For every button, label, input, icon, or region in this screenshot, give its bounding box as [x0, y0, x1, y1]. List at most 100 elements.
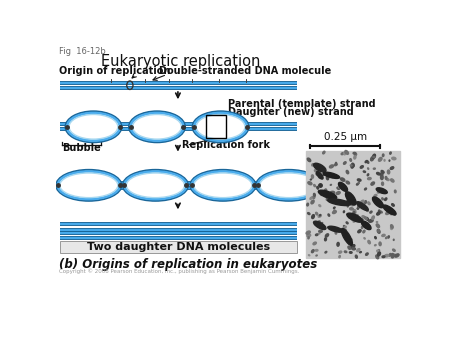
Ellipse shape: [315, 249, 318, 251]
Ellipse shape: [313, 196, 315, 199]
Ellipse shape: [356, 183, 359, 185]
Ellipse shape: [363, 171, 365, 172]
Ellipse shape: [371, 156, 374, 161]
Ellipse shape: [392, 157, 396, 160]
Ellipse shape: [347, 213, 362, 222]
Ellipse shape: [325, 234, 328, 237]
Ellipse shape: [341, 178, 345, 181]
Ellipse shape: [390, 167, 394, 169]
Ellipse shape: [314, 185, 315, 187]
Ellipse shape: [333, 211, 336, 214]
Ellipse shape: [364, 201, 366, 203]
Text: Copyright © 2008 Pearson Education, Inc., publishing as Pearson Benjamin Cumming: Copyright © 2008 Pearson Education, Inc.…: [59, 268, 300, 274]
Ellipse shape: [324, 238, 327, 241]
Ellipse shape: [349, 239, 352, 242]
Ellipse shape: [312, 215, 315, 219]
Ellipse shape: [356, 202, 368, 211]
Ellipse shape: [352, 163, 354, 167]
Ellipse shape: [374, 168, 375, 169]
Ellipse shape: [364, 188, 366, 190]
Ellipse shape: [323, 174, 324, 175]
Ellipse shape: [389, 254, 391, 256]
Ellipse shape: [316, 173, 317, 175]
Ellipse shape: [366, 253, 368, 255]
Ellipse shape: [395, 190, 396, 193]
Ellipse shape: [320, 215, 321, 216]
Ellipse shape: [308, 213, 310, 215]
Ellipse shape: [308, 182, 312, 185]
Ellipse shape: [379, 242, 381, 246]
Ellipse shape: [333, 207, 335, 209]
Ellipse shape: [319, 221, 320, 222]
Text: Origin of replication: Origin of replication: [59, 66, 171, 76]
Ellipse shape: [382, 234, 385, 237]
Ellipse shape: [346, 170, 349, 174]
Ellipse shape: [324, 189, 327, 193]
Ellipse shape: [307, 158, 310, 162]
Ellipse shape: [194, 113, 247, 141]
Ellipse shape: [323, 151, 325, 154]
Ellipse shape: [342, 228, 352, 245]
Ellipse shape: [341, 152, 344, 155]
Ellipse shape: [190, 170, 256, 201]
Ellipse shape: [362, 219, 363, 220]
Ellipse shape: [349, 252, 352, 253]
Ellipse shape: [351, 245, 355, 248]
Ellipse shape: [370, 211, 372, 213]
Ellipse shape: [338, 183, 347, 191]
Ellipse shape: [368, 202, 370, 204]
Ellipse shape: [351, 164, 354, 168]
Ellipse shape: [391, 225, 393, 228]
Ellipse shape: [337, 242, 339, 246]
Text: Bubble: Bubble: [63, 143, 101, 153]
Ellipse shape: [385, 176, 387, 179]
Ellipse shape: [348, 246, 351, 249]
Text: Two daughter DNA molecules: Two daughter DNA molecules: [87, 242, 270, 252]
Ellipse shape: [318, 190, 337, 199]
Ellipse shape: [376, 224, 379, 227]
Ellipse shape: [364, 238, 365, 239]
Ellipse shape: [337, 187, 339, 189]
Ellipse shape: [318, 172, 320, 175]
Bar: [206, 115, 226, 138]
Ellipse shape: [385, 198, 387, 200]
Ellipse shape: [380, 173, 381, 175]
Ellipse shape: [375, 237, 376, 239]
Ellipse shape: [350, 159, 351, 161]
Ellipse shape: [372, 216, 374, 219]
Ellipse shape: [311, 250, 314, 253]
Text: Parental (template) strand: Parental (template) strand: [228, 99, 376, 109]
Ellipse shape: [373, 197, 383, 208]
Ellipse shape: [354, 156, 356, 159]
Ellipse shape: [393, 239, 394, 240]
Ellipse shape: [353, 210, 356, 214]
Ellipse shape: [387, 170, 390, 174]
Text: Double-stranded DNA molecule: Double-stranded DNA molecule: [159, 66, 332, 76]
Ellipse shape: [334, 164, 337, 166]
Ellipse shape: [358, 206, 359, 207]
Ellipse shape: [351, 204, 354, 206]
Bar: [306, 151, 400, 259]
Ellipse shape: [311, 175, 314, 178]
Ellipse shape: [315, 234, 318, 236]
Ellipse shape: [315, 212, 318, 215]
Ellipse shape: [313, 242, 316, 245]
Ellipse shape: [351, 219, 353, 220]
Ellipse shape: [346, 181, 350, 184]
FancyBboxPatch shape: [60, 241, 297, 253]
Ellipse shape: [383, 191, 386, 192]
Ellipse shape: [358, 206, 360, 209]
Ellipse shape: [353, 212, 355, 214]
Ellipse shape: [391, 254, 394, 258]
Ellipse shape: [328, 226, 343, 232]
Ellipse shape: [377, 250, 379, 252]
Ellipse shape: [192, 171, 254, 199]
Ellipse shape: [378, 230, 379, 232]
Ellipse shape: [355, 215, 358, 217]
Ellipse shape: [130, 113, 183, 141]
Ellipse shape: [67, 113, 120, 141]
Ellipse shape: [65, 111, 122, 143]
Ellipse shape: [349, 194, 351, 197]
Ellipse shape: [312, 196, 313, 198]
Ellipse shape: [335, 232, 337, 234]
